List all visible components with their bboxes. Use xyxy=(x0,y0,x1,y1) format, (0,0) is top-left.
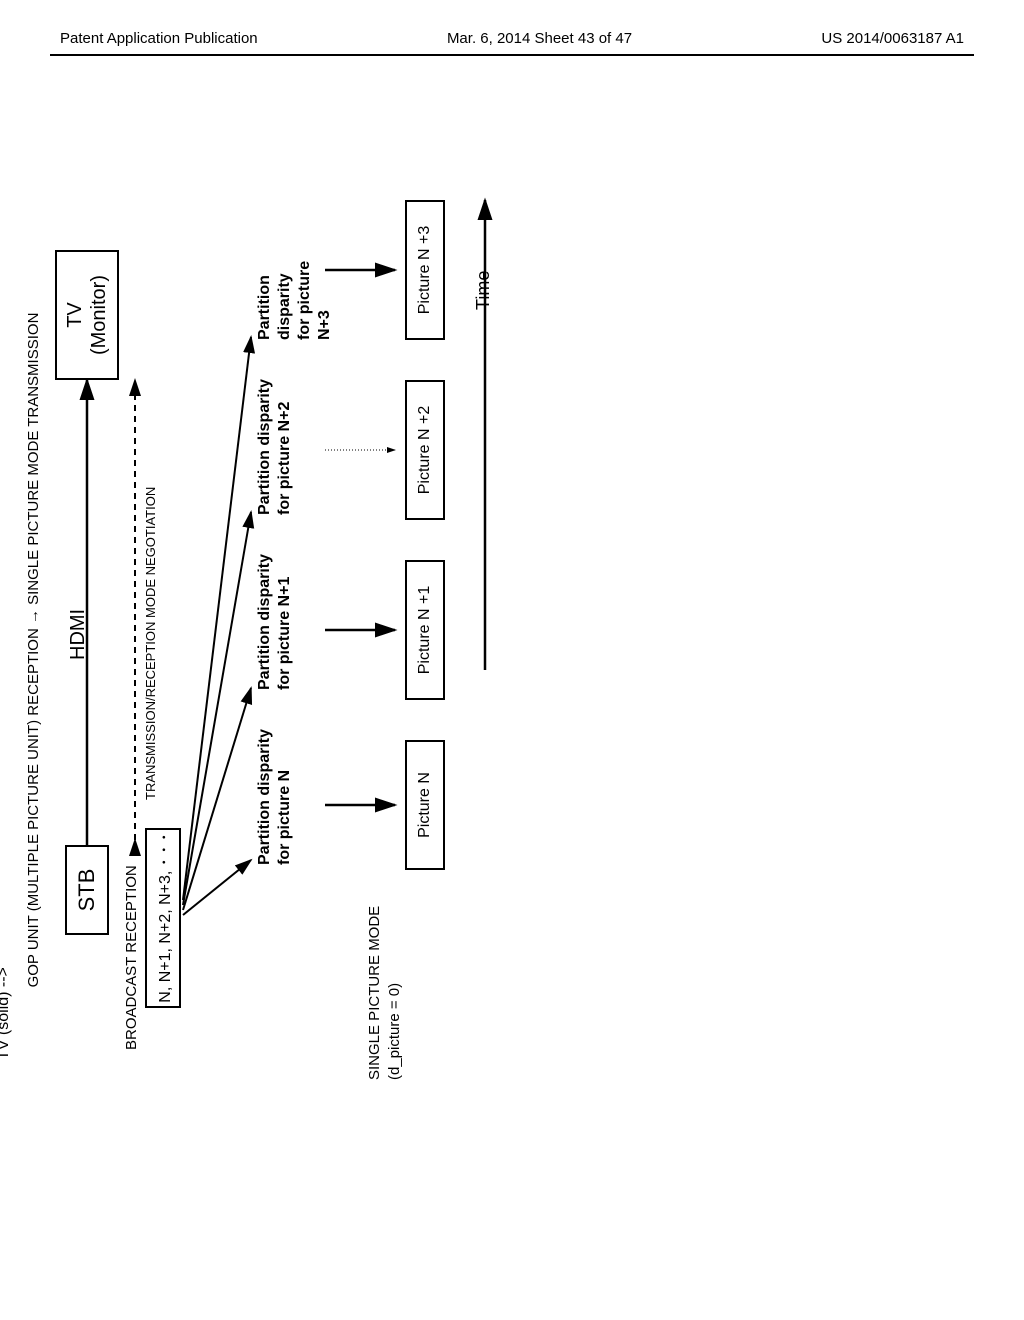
header-center: Mar. 6, 2014 Sheet 43 of 47 xyxy=(447,30,632,47)
disparity-3-l2: for picture N+3 xyxy=(296,261,333,340)
stb-box: STB xyxy=(65,845,109,935)
picture-box-3: Picture N +3 xyxy=(405,200,445,340)
gop-box: N, N+1, N+2, N+3, ･ ･ ･ xyxy=(145,828,181,1008)
tv-line2: (Monitor) xyxy=(88,275,110,355)
time-label: Time xyxy=(473,271,494,310)
disparity-1-l2: for picture N+1 xyxy=(276,577,293,690)
tv-line1: TV xyxy=(64,302,86,328)
figure-title: FIG. 44 xyxy=(0,610,3,690)
mode-label: SINGLE PICTURE MODE (d_picture = 0) xyxy=(365,906,404,1080)
figure-subtitle: GOP UNIT (MULTIPLE PICTURE UNIT) RECEPTI… xyxy=(25,313,42,988)
disparity-label-3: Partition disparity for picture N+3 xyxy=(255,240,335,340)
disparity-0-l1: Partition disparity xyxy=(256,729,273,865)
mode-l2: (d_picture = 0) xyxy=(386,983,403,1080)
header-rule xyxy=(50,54,974,56)
picture-box-0: Picture N xyxy=(405,740,445,870)
picture-box-2: Picture N +2 xyxy=(405,380,445,520)
tv-box: TV (Monitor) xyxy=(55,250,119,380)
disparity-label-0: Partition disparity for picture N xyxy=(255,729,295,865)
disparity-label-1: Partition disparity for picture N+1 xyxy=(255,554,295,690)
disparity-2-l1: Partition disparity xyxy=(256,379,273,515)
negotiation-label: TRANSMISSION/RECEPTION MODE NEGOTIATION xyxy=(143,487,158,800)
header-right: US 2014/0063187 A1 xyxy=(821,30,964,47)
figure-canvas: FIG. 44 GOP UNIT (MULTIPLE PICTURE UNIT)… xyxy=(0,240,995,1060)
header-left: Patent Application Publication xyxy=(60,30,258,47)
disparity-3-l1: Partition disparity xyxy=(256,273,293,340)
mode-l1: SINGLE PICTURE MODE xyxy=(366,906,383,1080)
disparity-0-l2: for picture N xyxy=(276,770,293,865)
disparity-2-l2: for picture N+2 xyxy=(276,402,293,515)
disparity-1-l1: Partition disparity xyxy=(256,554,273,690)
hdmi-label: HDMI xyxy=(67,609,90,660)
picture-box-1: Picture N +1 xyxy=(405,560,445,700)
broadcast-label: BROADCAST RECEPTION xyxy=(123,865,140,1050)
disparity-label-2: Partition disparity for picture N+2 xyxy=(255,379,295,515)
